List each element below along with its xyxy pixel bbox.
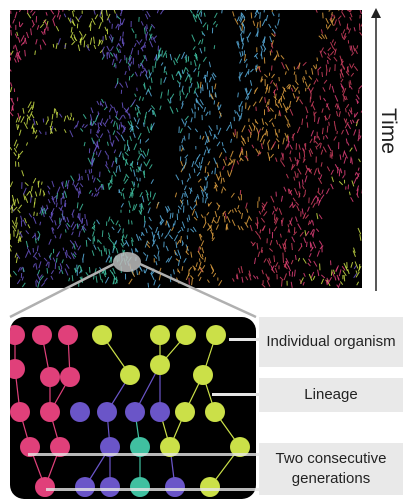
organism-node [40,367,60,387]
organism-node [150,325,170,345]
generation-pointer-upper [28,453,259,456]
organism-node [130,437,150,457]
organism-node [130,477,150,497]
individual-organism-label: Individual organism [259,317,403,367]
organism-node [175,402,195,422]
generation-pointer-lower [46,488,259,491]
lineage-pointer [212,393,259,396]
organism-node [10,402,30,422]
organism-node [58,325,78,345]
organism-node [75,477,95,497]
organism-node [160,437,180,457]
organism-node [50,437,70,457]
organism-node [40,402,60,422]
organism-node [150,355,170,375]
organism-node [200,477,220,497]
organism-node [230,437,250,457]
organism-node [165,477,185,497]
lineage-label: Lineage [259,378,403,412]
organism-node [193,365,213,385]
organism-node [206,325,226,345]
organism-node [100,437,120,457]
organism-node [10,359,25,379]
organism-node [10,325,25,345]
time-arrow [371,8,381,291]
organism-node [20,437,40,457]
organism-node [176,325,196,345]
organism-node [60,367,80,387]
organism-node [100,477,120,497]
organism-node [32,325,52,345]
organism-node [125,402,145,422]
organism-pointer [229,338,259,341]
lineage-overview-panel [10,10,362,288]
organism-node [205,402,225,422]
organism-node [97,402,117,422]
organism-node [92,325,112,345]
organism-node [120,365,140,385]
zoomed-lineage-panel [10,317,256,499]
two-generations-label: Two consecutive generations [259,443,403,495]
time-axis-label: Time [377,108,400,154]
organism-node [35,477,55,497]
organism-node [150,402,170,422]
organism-node [70,402,90,422]
